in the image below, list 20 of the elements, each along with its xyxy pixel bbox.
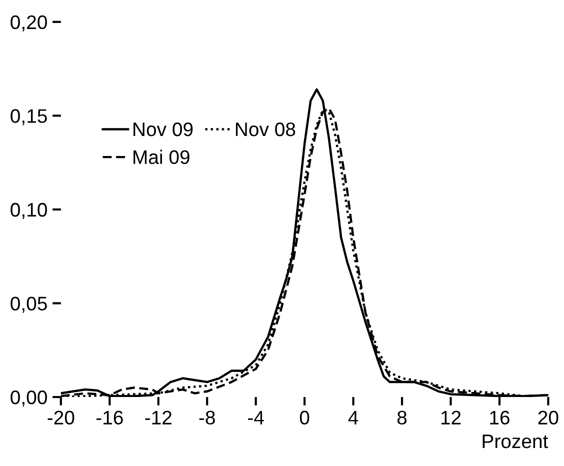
- x-tick-label: 4: [348, 410, 358, 424]
- x-tick-label: 16: [490, 410, 510, 425]
- y-tick-label: 0,05: [10, 296, 47, 313]
- legend-label: Mai 09: [134, 150, 190, 164]
- x-tick-label: 12: [441, 410, 461, 424]
- x-tick-label: -12: [145, 410, 172, 424]
- y-tick-label: 0,10: [10, 202, 47, 219]
- y-tick-label: 0,15: [10, 109, 47, 126]
- x-tick-label: 0: [300, 410, 310, 425]
- x-tick-label: -16: [96, 410, 123, 425]
- x-tick-label: -4: [248, 410, 264, 424]
- x-tick-label: 20: [538, 410, 558, 425]
- y-tick-label: 0,00: [10, 390, 47, 407]
- x-tick-label: -8: [199, 410, 215, 425]
- legend-label: Nov 09: [134, 122, 193, 136]
- legend-label: Nov 08: [236, 122, 296, 136]
- x-axis-title: Prozent: [482, 434, 548, 448]
- x-tick-label: 8: [397, 410, 407, 425]
- y-tick-label: 0,20: [10, 15, 47, 32]
- x-tick-label: -20: [48, 410, 74, 425]
